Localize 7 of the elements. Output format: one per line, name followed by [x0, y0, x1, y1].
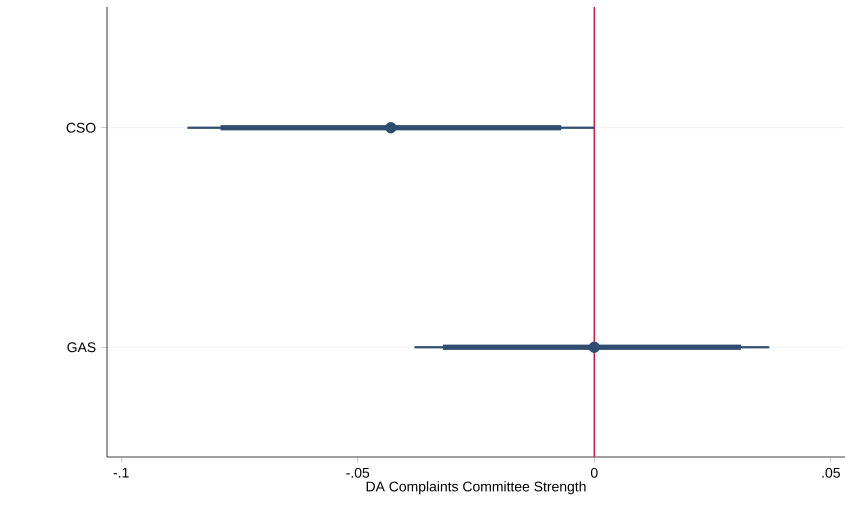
- x-tick-label: 0: [590, 468, 598, 478]
- x-tick-label: -.1: [114, 468, 129, 478]
- x-tick-label: .05: [822, 468, 840, 478]
- y-tick-label: GAS: [67, 342, 96, 352]
- x-axis-title: DA Complaints Committee Strength: [366, 481, 586, 494]
- y-tick-label: CSO: [66, 122, 96, 133]
- x-tick-label: -.05: [346, 468, 370, 478]
